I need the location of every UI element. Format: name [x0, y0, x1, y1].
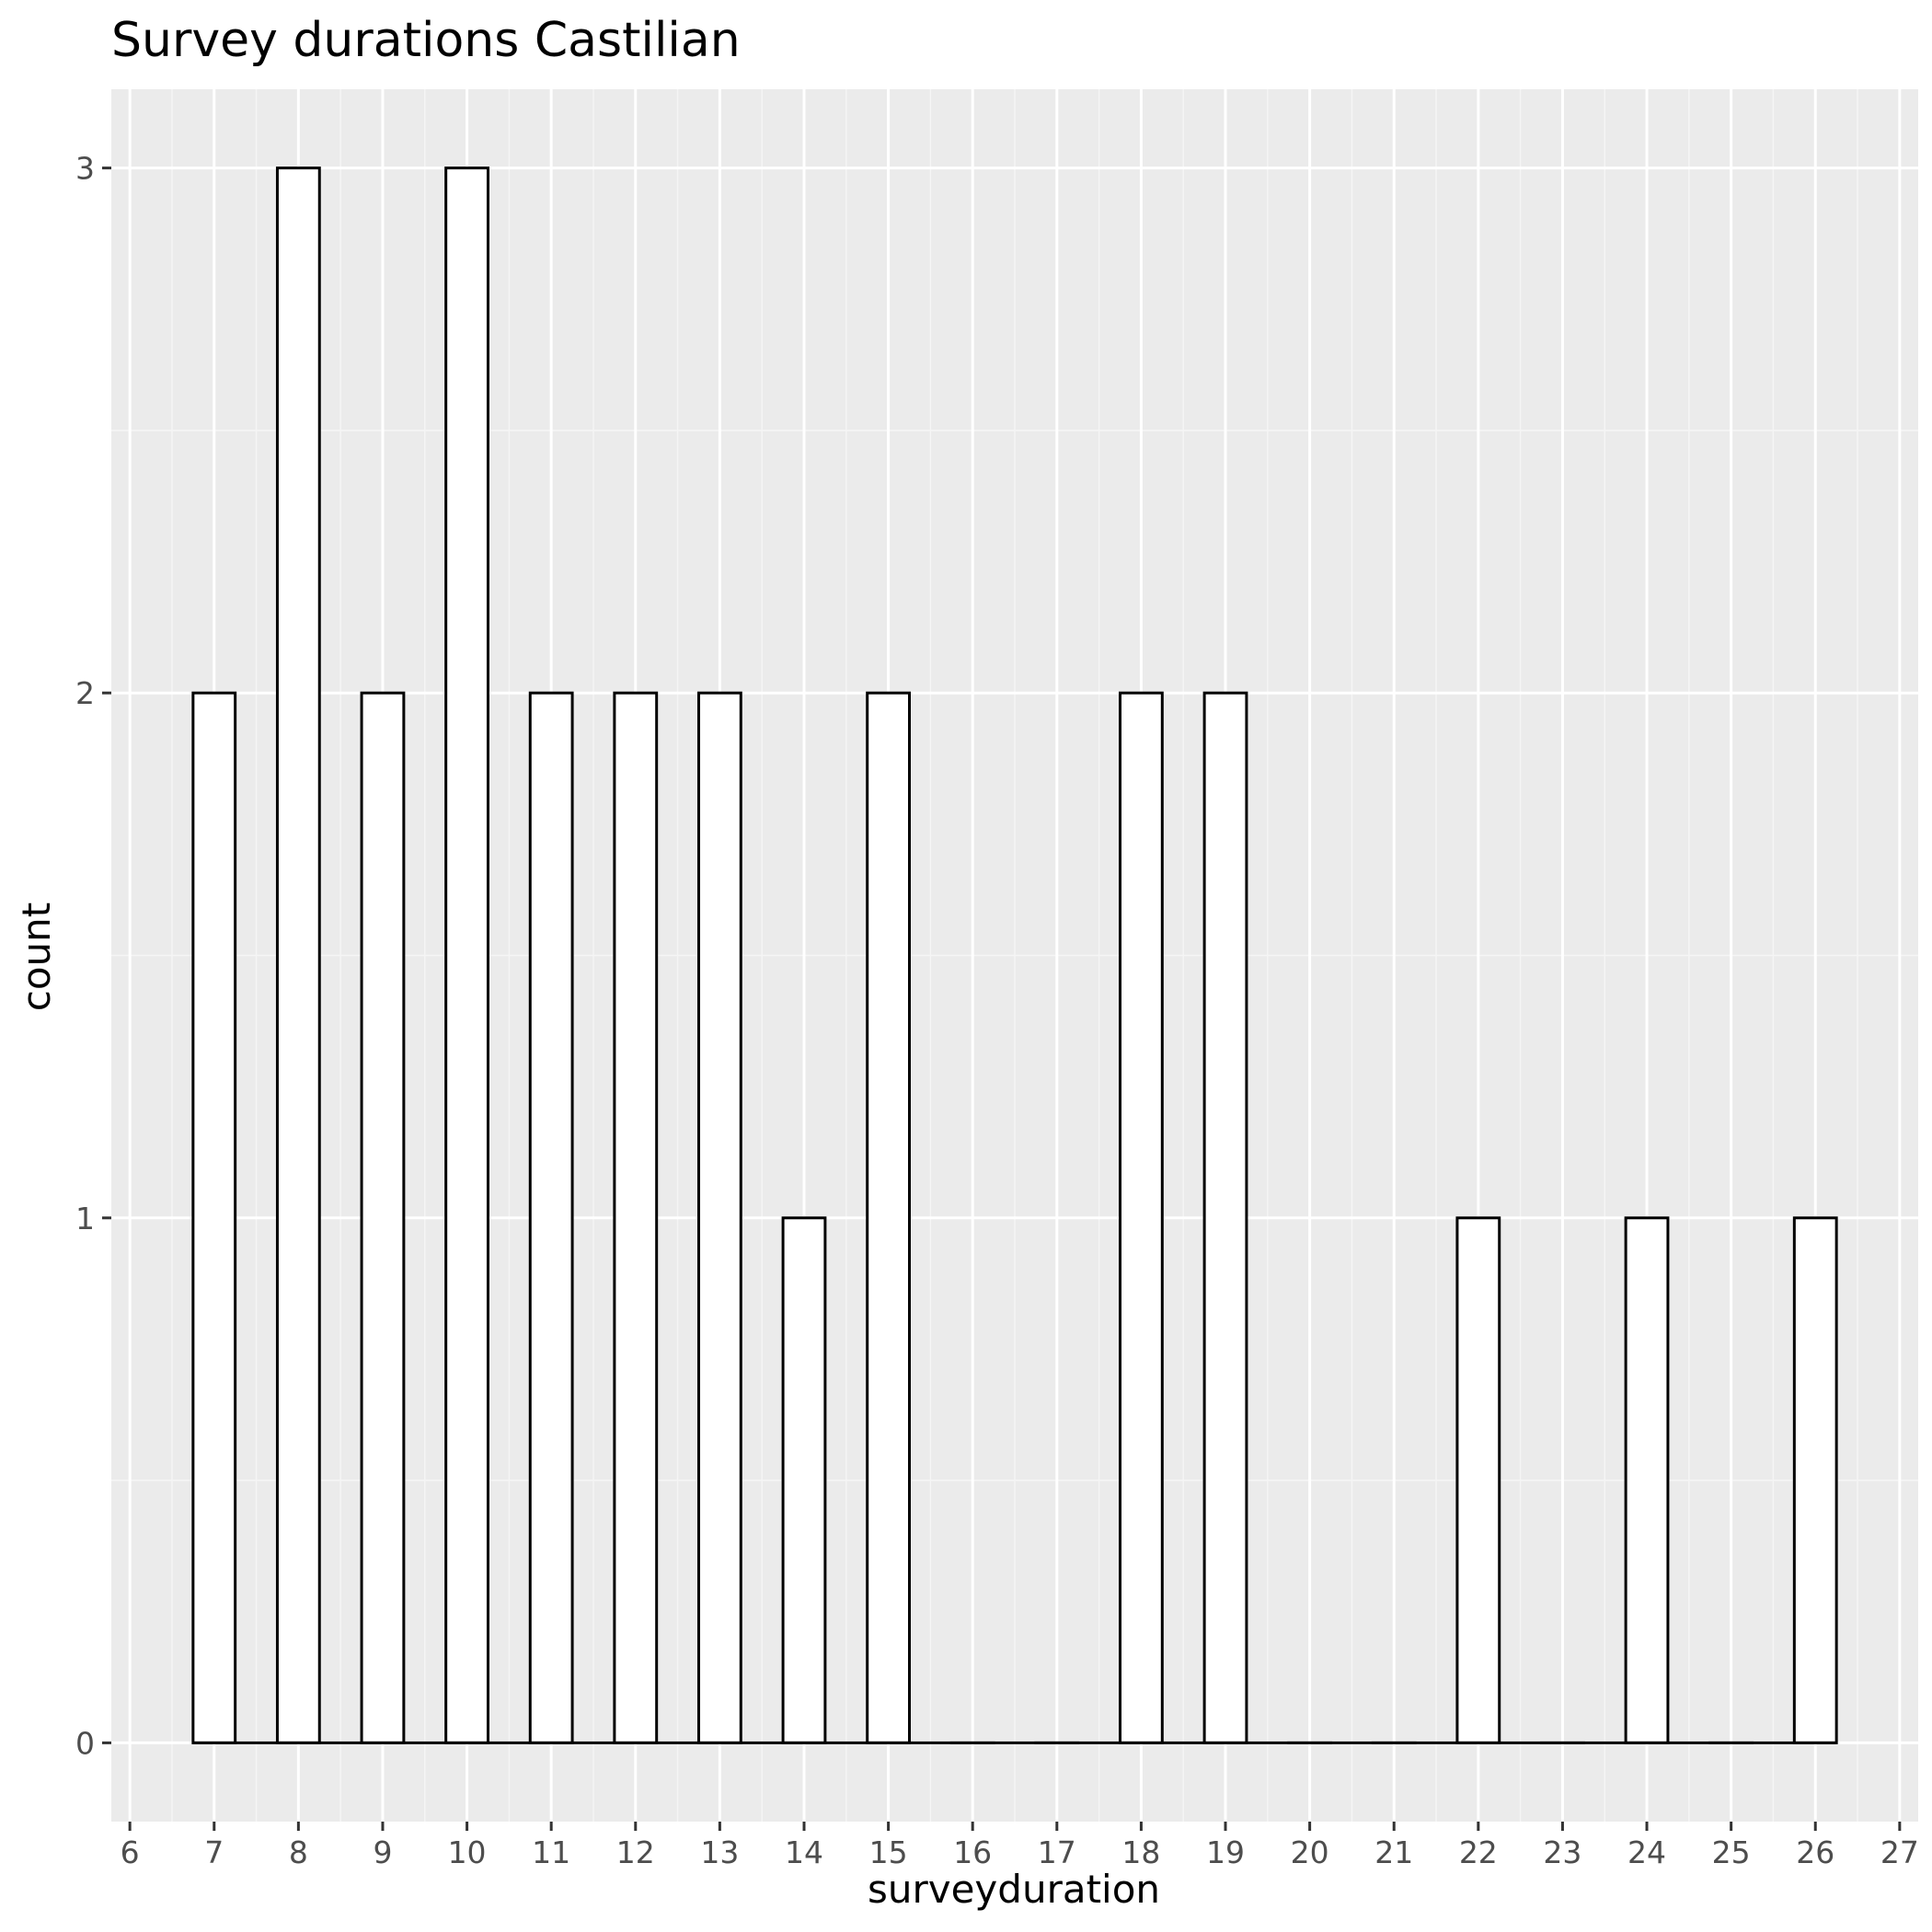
- bar: [696, 691, 742, 1744]
- bar: [275, 167, 321, 1744]
- x-tick-label: 26: [1796, 1834, 1834, 1870]
- x-tick-label: 7: [204, 1834, 224, 1870]
- x-tick-label: 19: [1206, 1834, 1245, 1870]
- bar: [360, 691, 406, 1744]
- bar: [781, 1216, 827, 1744]
- y-tick-label: 0: [75, 1725, 95, 1761]
- x-tick-label: 17: [1038, 1834, 1076, 1870]
- x-tick-label: 20: [1291, 1834, 1329, 1870]
- x-tick-label: 21: [1374, 1834, 1413, 1870]
- bar: [528, 691, 574, 1744]
- x-tick-label: 9: [373, 1834, 392, 1870]
- y-tick-label: 3: [75, 151, 95, 187]
- bar: [1119, 691, 1164, 1744]
- x-tick-label: 22: [1459, 1834, 1498, 1870]
- y-tick-label: 1: [75, 1201, 95, 1236]
- x-tick-label: 10: [448, 1834, 487, 1870]
- x-tick-label: 27: [1880, 1834, 1919, 1870]
- y-axis: 0 1 2 3: [75, 151, 111, 1761]
- bar: [444, 167, 489, 1744]
- x-tick-label: 18: [1121, 1834, 1160, 1870]
- x-tick-label: 8: [289, 1834, 308, 1870]
- bar: [191, 691, 237, 1744]
- bar: [1792, 1216, 1838, 1744]
- x-tick-label: 11: [532, 1834, 570, 1870]
- x-tick-label: 15: [869, 1834, 908, 1870]
- y-tick-label: 2: [75, 675, 95, 711]
- bar: [1202, 691, 1248, 1744]
- x-tick-label: 23: [1543, 1834, 1581, 1870]
- x-axis-title: surveyduration: [868, 1867, 1160, 1912]
- x-tick-label: 25: [1712, 1834, 1751, 1870]
- bars: [191, 167, 1838, 1744]
- bar: [866, 691, 911, 1744]
- bar: [1455, 1216, 1501, 1744]
- minor-gridlines: [111, 89, 1918, 1822]
- chart-title: Survey durations Castilian: [111, 13, 741, 68]
- x-axis: 6 7 8 9 10 11 12 13 14 15 16 17 18 19 20 21 22 23 24 25 26 27: [121, 1822, 1919, 1870]
- x-tick-label: 24: [1627, 1834, 1666, 1870]
- y-axis-title: count: [14, 903, 59, 1012]
- x-tick-label: 16: [953, 1834, 992, 1870]
- x-tick-label: 14: [785, 1834, 823, 1870]
- bar: [613, 691, 659, 1744]
- x-tick-label: 13: [700, 1834, 739, 1870]
- x-tick-label: 6: [121, 1834, 140, 1870]
- x-tick-label: 12: [616, 1834, 655, 1870]
- bar: [1624, 1216, 1670, 1744]
